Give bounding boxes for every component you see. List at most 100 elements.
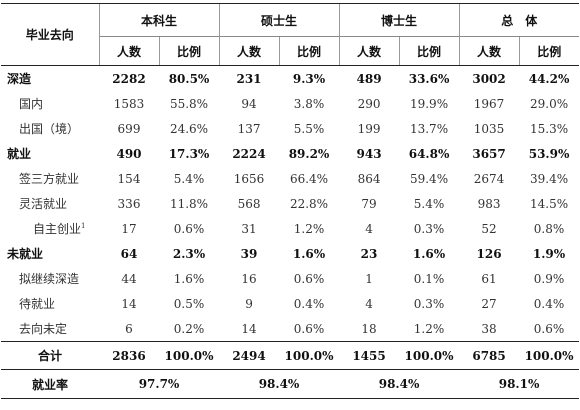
- rate-cell: 98.4%: [339, 369, 460, 399]
- total-cell: 2836: [99, 341, 159, 370]
- sub-header: 人数: [218, 36, 280, 66]
- row-label: 就业: [1, 141, 99, 166]
- row-label-text: 未就业: [7, 247, 44, 261]
- cell: 0.6%: [293, 271, 325, 286]
- total-cell: 100.0%: [519, 341, 580, 370]
- cell: 2224: [232, 146, 266, 161]
- cell: 44.2%: [528, 71, 570, 86]
- cell: 1.2%: [413, 321, 445, 336]
- cell: 2.3%: [172, 246, 206, 261]
- total-cell: 100.0%: [279, 341, 340, 370]
- row-label-text: 签三方就业: [19, 172, 80, 186]
- cell: 568: [237, 196, 261, 211]
- footnote-mark: 1: [81, 222, 86, 230]
- cell: 14: [121, 296, 137, 311]
- group-header: 总 体: [458, 3, 580, 37]
- corner-header: 毕业去向: [1, 3, 99, 66]
- rate-cell: 97.7%: [99, 369, 220, 399]
- cell: 59.4%: [409, 171, 449, 186]
- group-header-row: 毕业去向 本科生 硕士生 博士生总 体: [1, 3, 580, 66]
- cell: 16: [241, 271, 257, 286]
- rate-cell: 98.1%: [459, 369, 580, 399]
- cell: 1: [365, 271, 373, 286]
- cell: 64: [120, 246, 138, 261]
- cell: 2674: [473, 171, 505, 186]
- cell: 5.4%: [413, 196, 445, 211]
- cell: 22.8%: [289, 196, 329, 211]
- row-label: 签三方就业: [1, 166, 99, 191]
- cell: 0.9%: [533, 271, 565, 286]
- cell: 0.6%: [533, 321, 565, 336]
- cell: 1.6%: [173, 271, 205, 286]
- row-label-text: 拟继续深造: [19, 272, 80, 286]
- cell: 38: [481, 321, 497, 336]
- total-cell: 6785: [459, 341, 520, 370]
- cell: 489: [356, 71, 382, 86]
- cell: 18: [361, 321, 377, 336]
- cell: 0.2%: [173, 321, 205, 336]
- row-label-text: 去向未定: [19, 322, 68, 336]
- cell: 1.6%: [412, 246, 446, 261]
- row-label: 灵活就业: [1, 191, 99, 216]
- cell: 137: [237, 121, 261, 136]
- cell: 80.5%: [168, 71, 210, 86]
- rate-label: 就业率: [1, 369, 99, 399]
- cell: 231: [236, 71, 262, 86]
- cell: 1583: [113, 96, 145, 111]
- sub-header-row: 人数 比例 人数 比例 人数 比例 人数 比例: [1, 36, 580, 66]
- cell: 13.7%: [409, 121, 449, 136]
- sub-header: 人数: [338, 36, 400, 66]
- sub-header: 比例: [278, 36, 340, 66]
- employment-table: 毕业去向 本科生 硕士生 博士生总 体 人数 比例 人数 比例 人数 比例 人数 比例 深造 228…: [1, 3, 580, 399]
- cell: 53.9%: [528, 146, 570, 161]
- table-row: 就业 490 17.3% 2224 89.2% 943 64.8% 3657 53.9%: [1, 141, 579, 166]
- cell: 1967: [473, 96, 505, 111]
- page: {"table": { "corner": "毕业去向", "groups": …: [0, 3, 580, 410]
- row-label: 未就业: [1, 241, 99, 266]
- row-label: 去向未定: [1, 316, 99, 342]
- cell: 14.5%: [529, 196, 569, 211]
- cell: 89.2%: [288, 146, 330, 161]
- cell: 94: [241, 96, 257, 111]
- cell: 983: [477, 196, 501, 211]
- cell: 52: [481, 221, 497, 236]
- group-header: 博士生: [338, 3, 460, 37]
- cell: 55.8%: [169, 96, 209, 111]
- cell: 39.4%: [529, 171, 569, 186]
- row-label-text: 灵活就业: [19, 197, 68, 211]
- cell: 0.6%: [293, 321, 325, 336]
- cell: 3002: [472, 71, 506, 86]
- cell: 0.8%: [533, 221, 565, 236]
- cell: 64.8%: [408, 146, 450, 161]
- cell: 1.6%: [292, 246, 326, 261]
- table-row: 签三方就业 154 5.4% 1656 66.4% 864 59.4% 2674 39.4%: [1, 166, 579, 191]
- cell: 4: [365, 221, 373, 236]
- cell: 0.4%: [533, 296, 565, 311]
- table-row: 深造 2282 80.5% 231 9.3% 489 33.6% 3002 44.2%: [1, 66, 579, 92]
- cell: 33.6%: [408, 71, 450, 86]
- cell: 5.5%: [293, 121, 325, 136]
- cell: 6: [125, 321, 133, 336]
- rate-cell: 98.4%: [219, 369, 340, 399]
- cell: 1.9%: [532, 246, 566, 261]
- cell: 15.3%: [529, 121, 569, 136]
- cell: 943: [356, 146, 382, 161]
- row-label: 深造: [1, 66, 99, 92]
- cell: 490: [116, 146, 142, 161]
- cell: 44: [121, 271, 137, 286]
- cell: 699: [117, 121, 141, 136]
- cell: 9: [245, 296, 253, 311]
- row-label: 待就业: [1, 291, 99, 316]
- row-label-text: 自主创业: [33, 222, 82, 236]
- cell: 1.2%: [293, 221, 325, 236]
- sub-header: 人数: [458, 36, 520, 66]
- cell: 14: [241, 321, 257, 336]
- table-row: 灵活就业 336 11.8% 568 22.8% 79 5.4% 983 14.5%: [1, 191, 579, 216]
- cell: 290: [357, 96, 381, 111]
- row-label-text: 待就业: [19, 297, 56, 311]
- cell: 17.3%: [168, 146, 210, 161]
- row-label-text: 就业: [7, 147, 32, 161]
- total-cell: 1455: [339, 341, 400, 370]
- row-label-text: 国内: [19, 97, 44, 111]
- total-row: 合计 2836 100.0% 2494 100.0% 1455 100.0% 6785 100.…: [1, 341, 580, 370]
